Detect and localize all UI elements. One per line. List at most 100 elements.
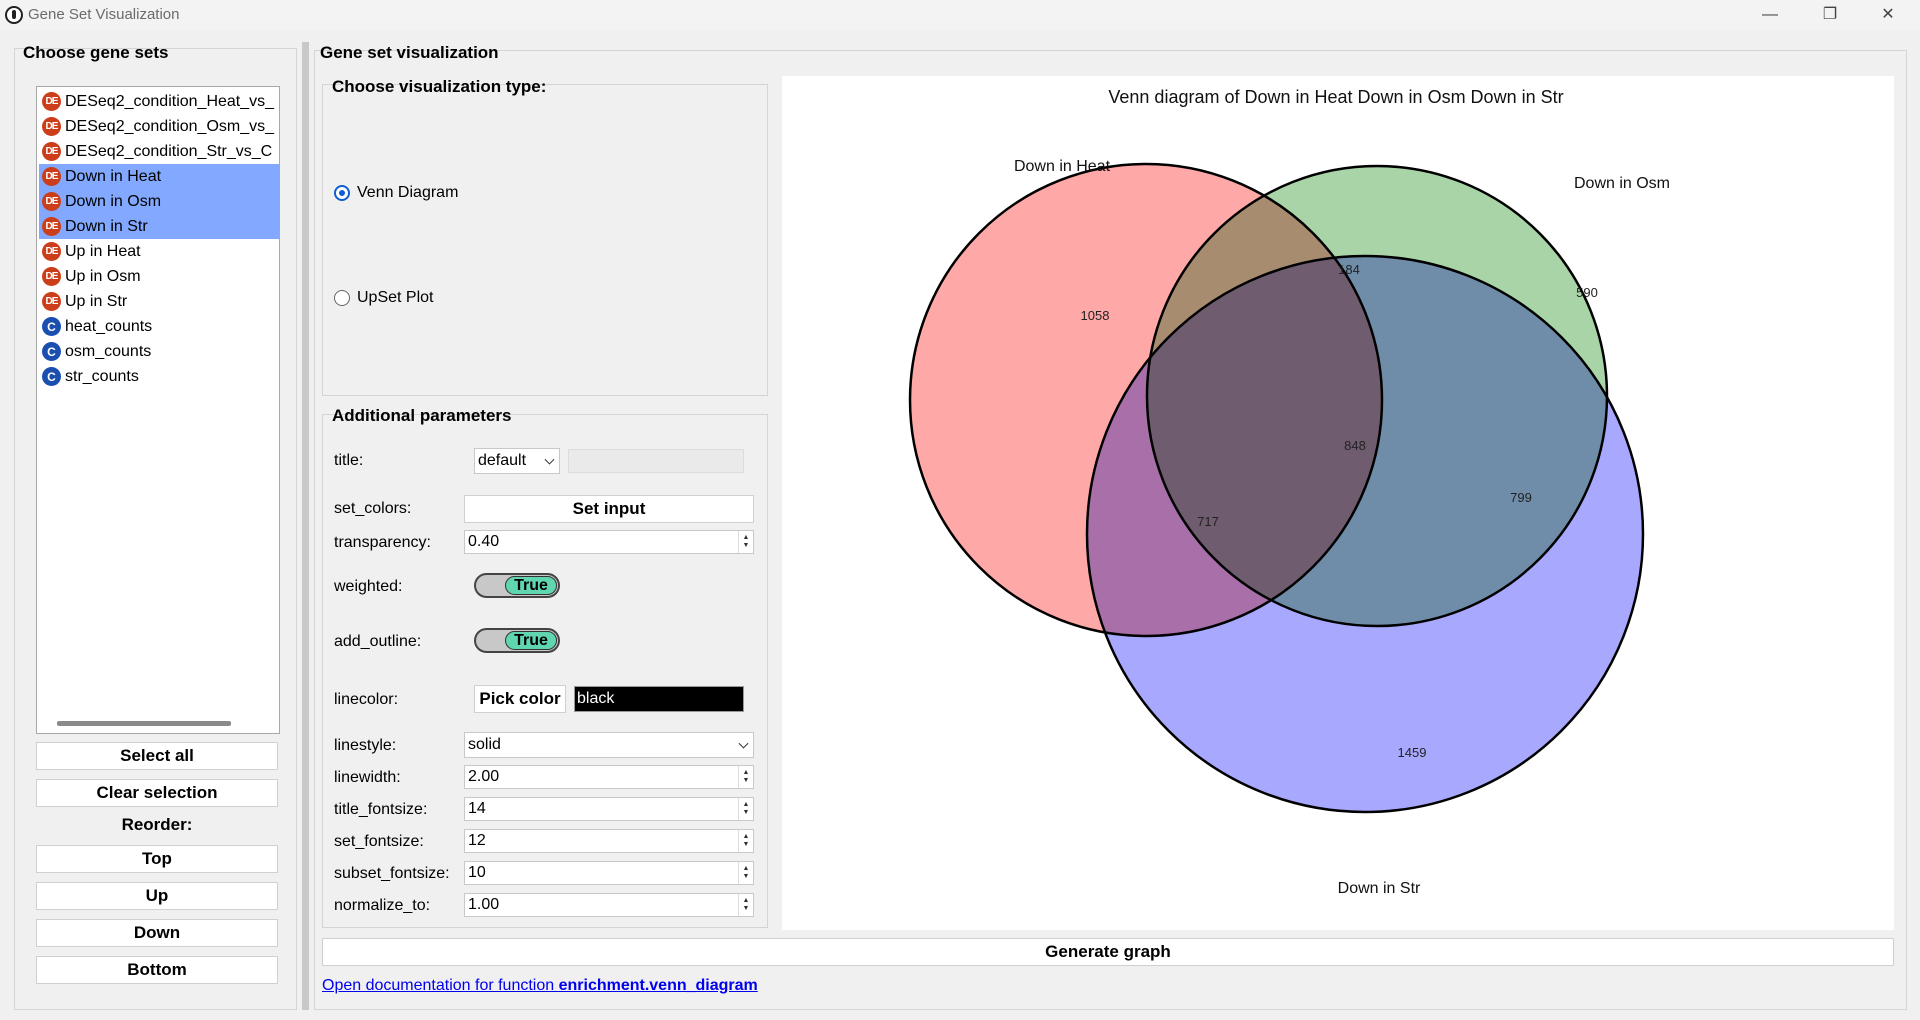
weighted-toggle-knob: True (505, 576, 557, 595)
list-item[interactable]: DE Up in Heat (39, 239, 279, 264)
title-text-input[interactable] (568, 449, 744, 473)
up-button[interactable]: Up (36, 882, 278, 910)
add-outline-label: add_outline: (334, 633, 422, 650)
splitter-handle[interactable] (302, 42, 309, 1010)
pick-color-button[interactable]: Pick color (474, 685, 566, 713)
upset-radio[interactable] (334, 290, 350, 306)
set-circle-str-outline (1085, 254, 1645, 814)
bottom-button[interactable]: Bottom (36, 956, 278, 984)
spin-arrows-icon[interactable]: ▲ ▼ (738, 830, 753, 852)
chart-title: Venn diagram of Down in Heat Down in Osm… (1108, 87, 1563, 107)
params-title: Additional parameters (332, 406, 512, 425)
subset-label-osm-str: 799 (1510, 490, 1532, 505)
list-item-label: Up in Heat (65, 242, 141, 260)
list-item-label: DESeq2_condition_Heat_vs_ (65, 92, 275, 110)
generate-graph-button[interactable]: Generate graph (322, 938, 1894, 966)
venn-radio[interactable] (334, 185, 350, 201)
horizontal-scrollbar[interactable] (57, 721, 231, 726)
transparency-spinbox[interactable]: 0.40 ▲ ▼ (464, 530, 754, 554)
top-button[interactable]: Top (36, 845, 278, 873)
venn-radio-label[interactable]: Venn Diagram (357, 184, 459, 201)
title-bar: Gene Set Visualization — ❐ ✕ (0, 0, 1920, 30)
venn-diagram: Venn diagram of Down in Heat Down in Osm… (908, 87, 1670, 897)
set-input-button[interactable]: Set input (464, 495, 754, 523)
list-item[interactable]: DE Down in Str (39, 214, 279, 239)
linecolor-label: linecolor: (334, 691, 399, 708)
subset-label-heat-osm: 184 (1338, 262, 1360, 277)
list-item[interactable]: DE DESeq2_condition_Heat_vs_ (39, 89, 279, 114)
close-button[interactable]: ✕ (1881, 6, 1895, 23)
select-all-button[interactable]: Select all (36, 742, 278, 770)
list-item[interactable]: DE Up in Osm (39, 264, 279, 289)
normalize-to-label: normalize_to: (334, 897, 431, 914)
list-item-label: Up in Str (65, 292, 128, 310)
linestyle-combo[interactable]: solid (464, 732, 754, 758)
title-combo[interactable]: default (474, 448, 560, 474)
list-item-label: Down in Str (65, 217, 148, 235)
linewidth-label: linewidth: (334, 769, 401, 786)
app-icon (5, 6, 23, 24)
spin-arrows-icon[interactable]: ▲ ▼ (738, 862, 753, 884)
de-badge-icon: DE (42, 242, 61, 261)
list-item-label: str_counts (65, 367, 139, 385)
add-outline-toggle[interactable]: True (474, 628, 560, 653)
down-button[interactable]: Down (36, 919, 278, 947)
set-label-osm: Down in Osm (1574, 175, 1670, 192)
documentation-link-prefix[interactable]: Open documentation for function (322, 977, 559, 994)
gene-set-list[interactable]: DE DESeq2_condition_Heat_vs_ DE DESeq2_cond… (36, 86, 280, 734)
upset-radio-label[interactable]: UpSet Plot (357, 289, 434, 306)
weighted-label: weighted: (334, 578, 403, 595)
de-badge-icon: DE (42, 267, 61, 286)
list-item-label: Down in Heat (65, 167, 162, 185)
list-item[interactable]: DE Down in Heat (39, 164, 279, 189)
list-item[interactable]: DE DESeq2_condition_Str_vs_C (39, 139, 279, 164)
viz-type-title: Choose visualization type: (332, 77, 547, 96)
subset-label-all: 848 (1344, 438, 1366, 453)
spin-arrows-icon[interactable]: ▲ ▼ (738, 894, 753, 916)
list-item[interactable]: DE Down in Osm (39, 189, 279, 214)
list-item[interactable]: DE Up in Str (39, 289, 279, 314)
de-badge-icon: DE (42, 142, 61, 161)
minimize-button[interactable]: — (1762, 6, 1778, 23)
visualization-panel (314, 50, 1907, 1010)
spin-arrows-icon[interactable]: ▲ ▼ (738, 798, 753, 820)
de-badge-icon: DE (42, 167, 61, 186)
title-fontsize-spinbox[interactable]: 14 ▲ ▼ (464, 797, 754, 821)
title-fontsize-label: title_fontsize: (334, 801, 428, 818)
set-fontsize-label: set_fontsize: (334, 833, 424, 850)
de-badge-icon: DE (42, 217, 61, 236)
de-badge-icon: DE (42, 92, 61, 111)
weighted-toggle[interactable]: True (474, 573, 560, 598)
linecolor-input[interactable]: black (574, 686, 744, 712)
linewidth-spinbox[interactable]: 2.00 ▲ ▼ (464, 765, 754, 789)
counts-badge-icon: C (42, 317, 61, 336)
add-outline-toggle-knob: True (505, 631, 557, 650)
spin-arrows-icon[interactable]: ▲ ▼ (738, 766, 753, 788)
subset-fontsize-label: subset_fontsize: (334, 865, 450, 882)
normalize-to-spinbox[interactable]: 1.00 ▲ ▼ (464, 893, 754, 917)
list-item-label: heat_counts (65, 317, 153, 335)
subset-label-heat-str: 717 (1197, 514, 1219, 529)
chart-canvas: Venn diagram of Down in Heat Down in Osm… (782, 76, 1894, 930)
list-item-label: DESeq2_condition_Osm_vs_ (65, 117, 275, 135)
linestyle-label: linestyle: (334, 737, 397, 754)
restore-button[interactable]: ❐ (1822, 6, 1838, 23)
list-item-label: osm_counts (65, 342, 152, 360)
list-item-label: DESeq2_condition_Str_vs_C (65, 142, 273, 160)
set-fontsize-spinbox[interactable]: 12 ▲ ▼ (464, 829, 754, 853)
documentation-link-function[interactable]: enrichment.venn_diagram (558, 977, 758, 994)
chevron-down-icon (544, 454, 555, 465)
subset-label-osm-only: 590 (1576, 285, 1598, 300)
subset-fontsize-spinbox[interactable]: 10 ▲ ▼ (464, 861, 754, 885)
spin-arrows-icon[interactable]: ▲ ▼ (738, 531, 753, 553)
list-item-label: Down in Osm (65, 192, 162, 210)
clear-selection-button[interactable]: Clear selection (36, 779, 278, 807)
list-item[interactable]: DE DESeq2_condition_Osm_vs_ (39, 114, 279, 139)
viz-type-group (322, 84, 768, 396)
set-circle-str (1087, 256, 1643, 812)
subset-label-str-only: 1459 (1398, 745, 1427, 760)
counts-badge-icon: C (42, 342, 61, 361)
